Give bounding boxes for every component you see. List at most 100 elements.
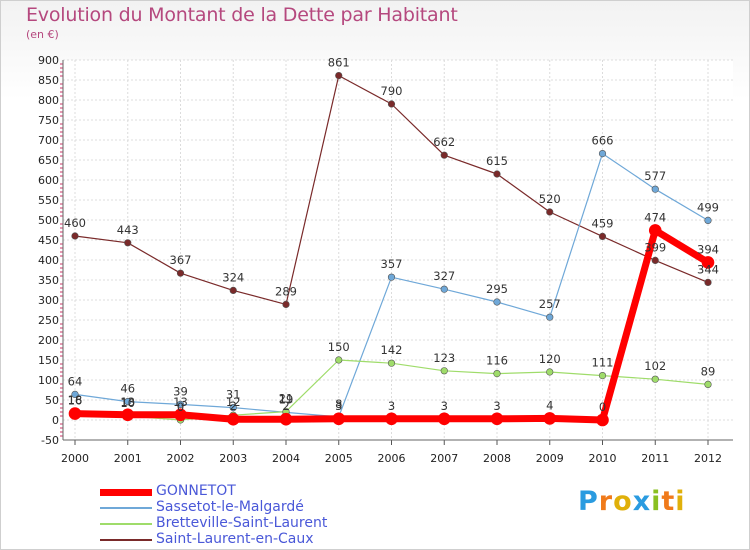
legend-swatch bbox=[100, 507, 152, 509]
y-tick-label: 800 bbox=[38, 94, 59, 107]
data-label: 0 bbox=[599, 400, 606, 414]
data-label: 2 bbox=[282, 399, 289, 413]
y-tick-label: 50 bbox=[45, 394, 59, 407]
x-tick-label: 2000 bbox=[61, 452, 89, 465]
data-label: 39 bbox=[173, 384, 188, 398]
proxiti-logo: Proxiti bbox=[578, 486, 686, 517]
x-tick-label: 2007 bbox=[430, 452, 458, 465]
data-label: 443 bbox=[117, 223, 139, 237]
data-point bbox=[648, 224, 662, 237]
series-layer bbox=[68, 71, 715, 427]
data-point bbox=[335, 356, 343, 364]
data-label: 111 bbox=[592, 356, 614, 370]
data-label: 19 bbox=[279, 392, 294, 406]
y-tick-label: 550 bbox=[38, 194, 59, 207]
data-label: 2 bbox=[230, 399, 237, 413]
data-point bbox=[226, 412, 240, 426]
data-label: 790 bbox=[381, 84, 403, 98]
data-point bbox=[493, 298, 501, 306]
data-point bbox=[704, 278, 712, 287]
data-point bbox=[651, 256, 659, 265]
data-label: 394 bbox=[697, 242, 719, 256]
data-point bbox=[68, 407, 82, 420]
data-point bbox=[385, 412, 398, 426]
legend-label: Bretteville-Saint-Laurent bbox=[156, 515, 328, 531]
x-tick-label: 2012 bbox=[694, 452, 722, 465]
data-label: 16 bbox=[68, 394, 83, 408]
x-tick-label: 2010 bbox=[589, 452, 617, 465]
data-label: 459 bbox=[592, 216, 614, 230]
data-label: 3 bbox=[388, 399, 395, 413]
y-tick-label: 750 bbox=[38, 114, 59, 127]
data-point bbox=[493, 170, 501, 178]
data-label: 615 bbox=[486, 154, 508, 168]
data-label: 399 bbox=[644, 240, 666, 254]
data-label: 367 bbox=[170, 253, 192, 267]
data-label: 324 bbox=[222, 270, 244, 284]
data-label: 13 bbox=[120, 395, 135, 409]
data-point bbox=[71, 390, 79, 399]
data-label: 295 bbox=[486, 282, 508, 296]
y-tick-label: 700 bbox=[38, 134, 59, 147]
data-point bbox=[440, 285, 448, 293]
data-point bbox=[176, 400, 185, 409]
data-point bbox=[598, 150, 607, 158]
data-point bbox=[124, 239, 132, 247]
y-tick-label: 250 bbox=[38, 314, 59, 327]
data-point bbox=[546, 313, 554, 321]
data-point bbox=[440, 151, 448, 159]
data-label: 577 bbox=[644, 169, 666, 183]
data-label: 13 bbox=[173, 395, 188, 409]
logo-letter: t bbox=[661, 486, 676, 517]
data-label: 344 bbox=[697, 262, 719, 276]
data-point bbox=[543, 412, 557, 425]
data-point bbox=[387, 100, 396, 108]
data-label: 102 bbox=[644, 359, 666, 373]
data-point bbox=[387, 273, 396, 281]
logo-letter: i bbox=[675, 486, 686, 517]
data-label: 8 bbox=[335, 397, 342, 411]
logo-letter: o bbox=[613, 486, 633, 517]
legend-swatch bbox=[100, 539, 152, 541]
data-point bbox=[598, 372, 607, 380]
y-tick-label: 200 bbox=[38, 334, 59, 347]
x-tick-label: 2001 bbox=[114, 452, 142, 465]
chart-unit: (en €) bbox=[26, 28, 59, 41]
y-tick-label: 150 bbox=[38, 354, 59, 367]
data-point bbox=[332, 412, 346, 426]
data-label: 31 bbox=[226, 388, 241, 402]
y-tick-label: 450 bbox=[38, 234, 59, 247]
axes: -500501001502002503003504004505005506006… bbox=[38, 54, 733, 465]
data-label: 666 bbox=[592, 134, 614, 148]
y-tick-label: 100 bbox=[38, 374, 59, 387]
y-tick-label: 400 bbox=[38, 254, 59, 267]
logo-letter: P bbox=[578, 486, 599, 517]
data-label: 474 bbox=[644, 210, 666, 224]
legend-label: GONNETOT bbox=[156, 483, 236, 499]
logo-letter: i bbox=[651, 486, 662, 517]
data-label: 142 bbox=[381, 343, 403, 357]
data-label: 499 bbox=[697, 200, 719, 214]
data-label: 123 bbox=[433, 351, 455, 365]
data-point bbox=[596, 413, 609, 427]
x-tick-label: 2005 bbox=[325, 452, 353, 465]
logo-letter: x bbox=[632, 486, 652, 517]
data-label: 357 bbox=[381, 257, 403, 271]
x-tick-label: 2004 bbox=[272, 452, 300, 465]
data-label: 18 bbox=[68, 393, 83, 407]
y-tick-label: 900 bbox=[38, 54, 59, 67]
chart-title: Evolution du Montant de la Dette par Hab… bbox=[26, 4, 458, 26]
data-label: 0 bbox=[177, 400, 184, 414]
x-tick-label: 2003 bbox=[219, 452, 247, 465]
data-label: 327 bbox=[433, 269, 455, 283]
data-point bbox=[387, 359, 396, 367]
data-point bbox=[174, 408, 187, 422]
data-point bbox=[71, 232, 79, 240]
data-point bbox=[490, 412, 504, 426]
data-point bbox=[704, 380, 712, 389]
y-tick-label: 600 bbox=[38, 174, 59, 187]
data-point bbox=[651, 185, 659, 193]
data-point bbox=[546, 368, 554, 376]
data-point bbox=[651, 375, 659, 383]
